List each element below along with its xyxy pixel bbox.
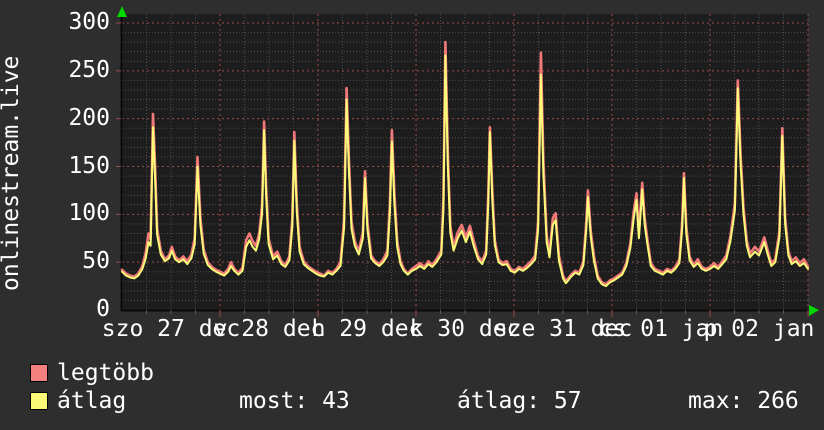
stat-max: max: 266 xyxy=(688,388,799,414)
x-axis-label: h 29 dec xyxy=(311,316,423,342)
y-axis-label: 50 xyxy=(82,248,110,275)
x-axis-label: sze 31 dec xyxy=(493,316,633,342)
y-axis-label: 100 xyxy=(68,200,110,227)
x-axis-label: szo 27 dec xyxy=(101,316,241,342)
y-axis-label: 250 xyxy=(68,56,110,83)
legend-label-legtobb: legtöbb xyxy=(57,360,154,386)
legend-swatch-legtobb xyxy=(30,364,48,382)
legend-swatch-atlag xyxy=(30,392,48,410)
y-axis-label: 0 xyxy=(96,296,110,322)
y-axis-label: 150 xyxy=(68,152,110,179)
y-axis-label: 200 xyxy=(68,104,110,131)
legend-label-atlag: átlag xyxy=(57,388,127,414)
stat-most: most: 43 xyxy=(239,388,350,414)
x-axis-label: k 30 dec xyxy=(409,316,521,342)
x-axis-label: cs 01 jan xyxy=(598,316,724,342)
y-axis-label: 300 xyxy=(68,9,110,35)
stat-atlag: átlag: 57 xyxy=(457,388,582,414)
y-axis-arrow-icon xyxy=(117,6,127,17)
x-axis-label: p 02 jan xyxy=(703,316,815,342)
x-axis-arrow-icon xyxy=(809,305,819,316)
x-axis-label: v 28 dec xyxy=(213,316,325,342)
series-line-atlag xyxy=(121,54,809,288)
